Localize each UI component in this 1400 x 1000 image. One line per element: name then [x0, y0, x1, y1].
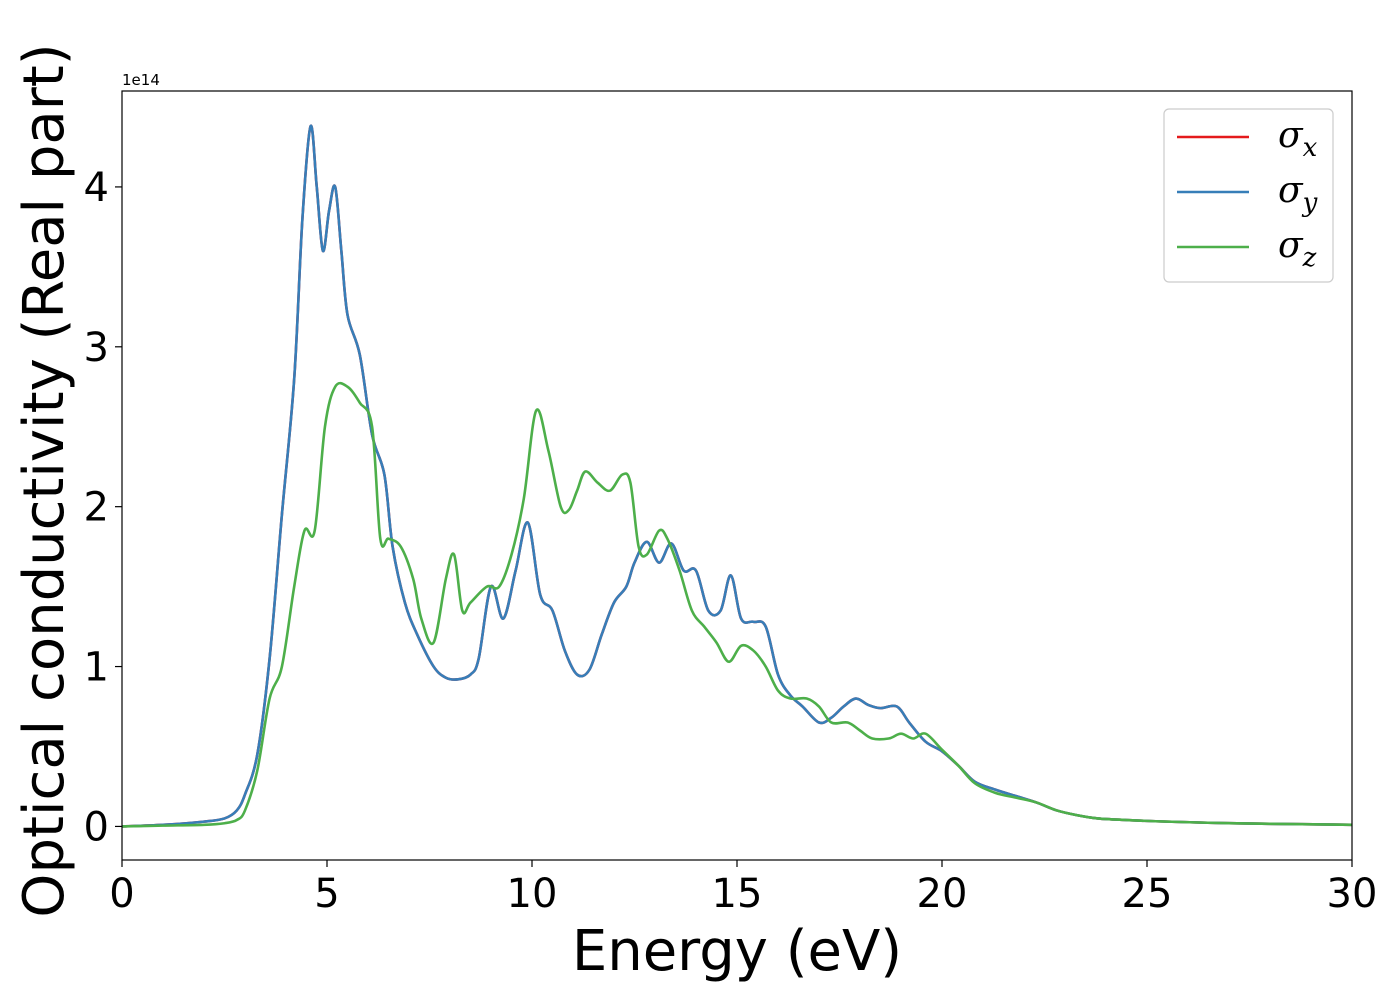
legend-label-z: σz: [1278, 225, 1317, 273]
y-tick-label: 1: [84, 645, 109, 691]
y-tick-label: 2: [84, 485, 109, 531]
legend-label-y: σy: [1278, 170, 1318, 218]
x-tick-label: 15: [712, 871, 763, 917]
legend-subscript: x: [1303, 133, 1318, 163]
x-tick-label: 20: [917, 871, 968, 917]
y-axis-title: Optical conductivity (Real part): [12, 43, 77, 917]
legend-subscript: y: [1302, 188, 1318, 218]
x-tick-label: 25: [1122, 871, 1173, 917]
x-tick-label: 30: [1327, 871, 1378, 917]
x-tick-label: 5: [314, 871, 339, 917]
x-tick-label: 0: [109, 871, 134, 917]
legend-subscript: z: [1302, 243, 1317, 273]
legend-symbol: σ: [1278, 225, 1304, 266]
legend-symbol: σ: [1278, 115, 1304, 156]
legend-label-x: σx: [1278, 115, 1318, 163]
x-tick-label: 10: [507, 871, 558, 917]
x-axis-title: Energy (eV): [572, 919, 902, 984]
series-line-y: [122, 124, 1352, 828]
series-line-z: [122, 381, 1352, 828]
y-tick-label: 0: [84, 804, 109, 850]
x-axis: 0 5 10 15 20 25 30: [109, 860, 1377, 917]
series-layer: [122, 124, 1352, 828]
y-tick-label: 4: [84, 165, 109, 211]
y-tick-label: 3: [84, 325, 109, 371]
legend-symbol: σ: [1278, 170, 1304, 211]
y-axis: 0 1 2 3 4: [84, 165, 122, 850]
legend-box: [1163, 108, 1334, 283]
y-offset-label: 1e14: [122, 71, 160, 89]
